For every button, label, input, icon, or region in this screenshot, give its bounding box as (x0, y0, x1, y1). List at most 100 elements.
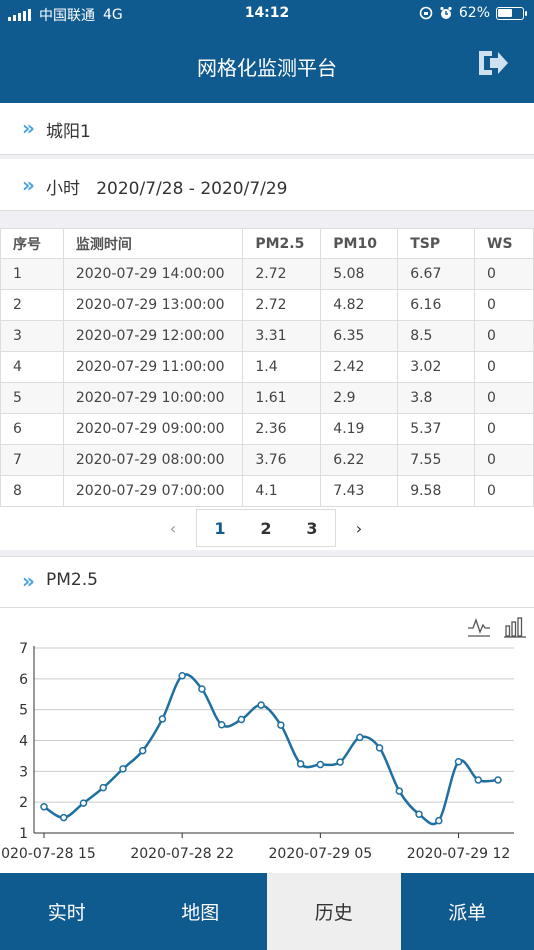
table-cell: 2020-07-29 14:00:00 (62, 258, 244, 290)
tab-map[interactable]: 地图 (133, 873, 267, 950)
table-row: 3 2020-07-29 12:00:00 3.31 6.35 8.5 0 (0, 320, 534, 352)
section-divider (0, 211, 534, 228)
table-row: 1 2020-07-29 14:00:00 2.72 5.08 6.67 0 (0, 258, 534, 290)
data-point (257, 701, 265, 709)
tab-dispatch[interactable]: 派单 (400, 873, 534, 950)
table-row: 2 2020-07-29 13:00:00 2.72 4.82 6.16 0 (0, 289, 534, 321)
column-header[interactable]: TSP (397, 228, 476, 259)
table-cell: 5.37 (397, 413, 476, 445)
pagination: ‹ 1 2 3 › (150, 509, 382, 547)
x-tick-label: 2020-07-28 15 (0, 846, 96, 862)
table-row: 8 2020-07-29 07:00:00 4.1 7.43 9.58 0 (0, 475, 534, 507)
y-tick-label: 2 (19, 795, 28, 811)
location-selector[interactable]: » 城阳1 (0, 103, 534, 155)
table-cell: 6.35 (320, 320, 399, 352)
period-selector[interactable]: » 小时 2020/7/28 - 2020/7/29 (0, 159, 534, 211)
table-cell: 3.31 (242, 320, 322, 352)
data-point (415, 810, 423, 818)
page-3-button[interactable]: 3 (306, 518, 318, 538)
period-unit: 小时 (46, 179, 80, 199)
section-divider (0, 155, 534, 159)
data-point (435, 816, 443, 825)
data-point (494, 776, 502, 784)
page-1-button[interactable]: 1 (214, 518, 226, 538)
column-header[interactable]: 监测时间 (62, 228, 244, 259)
table-cell: 8.5 (397, 320, 476, 352)
table-cell: 2020-07-29 08:00:00 (62, 444, 244, 476)
line-chart-icon[interactable] (467, 616, 491, 638)
page-2-button[interactable]: 2 (260, 518, 272, 538)
data-point (474, 776, 483, 784)
column-header[interactable]: 序号 (0, 228, 64, 259)
data-point (217, 721, 226, 729)
table-cell: 8 (0, 475, 64, 507)
data-point (99, 783, 107, 792)
signal-icon (8, 9, 31, 21)
page-title: 网格化监测平台 (197, 56, 337, 80)
y-tick-label: 4 (19, 734, 28, 750)
logout-icon[interactable] (476, 48, 510, 78)
table-cell: 5 (0, 382, 64, 414)
table-cell: 0 (474, 413, 534, 445)
table-cell: 2.72 (242, 258, 322, 290)
data-point (395, 787, 404, 795)
table-row: 6 2020-07-29 09:00:00 2.36 4.19 5.37 0 (0, 413, 534, 445)
battery-icon (496, 6, 527, 20)
column-header[interactable]: PM2.5 (242, 228, 322, 259)
chart-section-label: PM2.5 (46, 570, 98, 590)
alarm-icon (440, 6, 452, 19)
period-label: 小时 2020/7/28 - 2020/7/29 (46, 174, 288, 199)
prev-page-button[interactable]: ‹ (169, 518, 177, 538)
table-cell: 2.72 (242, 289, 322, 321)
data-point (316, 760, 325, 769)
bottom-tab-bar: 实时 地图 历史 派单 (0, 873, 534, 950)
table-row: 7 2020-07-29 08:00:00 3.76 6.22 7.55 0 (0, 444, 534, 476)
table-cell: 6.67 (397, 258, 476, 290)
table-cell: 3.8 (397, 382, 476, 414)
data-point (40, 803, 48, 811)
data-table: 序号 监测时间 PM2.5 PM10 TSP WS 1 2020-07-29 14… (0, 228, 534, 507)
column-header[interactable]: WS (474, 228, 534, 259)
data-point (158, 715, 167, 723)
table-cell: 6.16 (397, 289, 476, 321)
data-point (277, 721, 285, 729)
data-point (198, 685, 206, 693)
table-cell: 1.4 (242, 351, 322, 383)
y-tick-label: 5 (19, 703, 28, 719)
data-point (119, 765, 127, 773)
y-tick-label: 6 (19, 672, 28, 688)
y-tick-label: 1 (19, 826, 28, 842)
tab-history[interactable]: 历史 (267, 873, 401, 950)
table-cell: 6.22 (320, 444, 399, 476)
pm25-line-chart: 1 2 3 4 5 6 7 2020-07-28 15 2020-07-28 22 2020-07… (0, 608, 534, 873)
column-header[interactable]: PM10 (320, 228, 399, 259)
tab-realtime[interactable]: 实时 (0, 873, 134, 950)
table-cell: 4.82 (320, 289, 399, 321)
table-cell: 3.76 (242, 444, 322, 476)
next-page-button[interactable]: › (355, 518, 363, 538)
y-tick-label: 3 (19, 764, 28, 780)
page-list: 1 2 3 (196, 509, 336, 547)
table-cell: 0 (474, 444, 534, 476)
location-label: 城阳1 (46, 122, 91, 142)
data-point (454, 758, 463, 766)
rotation-lock-icon (419, 6, 433, 20)
battery-percent: 62% (458, 5, 490, 21)
status-time: 14:12 (244, 5, 290, 21)
chart-section-header: » PM2.5 (0, 556, 534, 608)
table-cell: 0 (474, 289, 534, 321)
bar-chart-icon[interactable] (503, 616, 527, 638)
table-cell: 4.19 (320, 413, 399, 445)
data-point (178, 672, 186, 680)
table-cell: 0 (474, 320, 534, 352)
table-cell: 2020-07-29 10:00:00 (62, 382, 244, 414)
table-cell: 2020-07-29 09:00:00 (62, 413, 244, 445)
table-cell: 7.55 (397, 444, 476, 476)
table-row: 5 2020-07-29 10:00:00 1.61 2.9 3.8 0 (0, 382, 534, 414)
table-cell: 6 (0, 413, 64, 445)
table-cell: 2.9 (320, 382, 399, 414)
table-header-row: 序号 监测时间 PM2.5 PM10 TSP WS (0, 228, 534, 259)
network-type: 4G (103, 7, 123, 23)
date-range: 2020/7/28 - 2020/7/29 (96, 179, 288, 199)
status-bar: 中国联通 4G 14:12 62% (0, 0, 534, 28)
